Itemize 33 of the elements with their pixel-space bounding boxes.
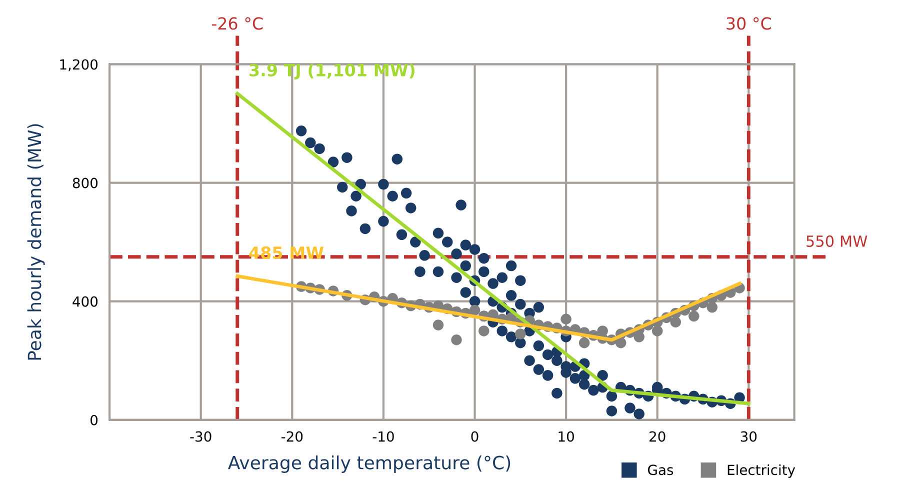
y-tick-label: 0: [90, 414, 98, 426]
legend-label: Electricity: [728, 464, 796, 478]
point: [432, 320, 444, 330]
point: [515, 328, 526, 340]
x-tick-label: 30: [740, 431, 757, 442]
ref-line-label: -26 °C: [212, 17, 263, 30]
y-axis-title: Peak hourly demand (MW): [27, 124, 45, 360]
y-tick-label: 800: [72, 178, 98, 188]
point: [670, 316, 681, 328]
point: [469, 304, 480, 316]
point: [451, 334, 462, 346]
point: [706, 302, 718, 313]
x-tick-label: -20: [281, 431, 303, 442]
x-tick-label: -10: [372, 431, 394, 442]
y-tick-label: 400: [72, 296, 98, 307]
x-tick-label: 10: [558, 431, 574, 442]
ref-line-label: 30 °C: [726, 17, 771, 30]
legend-label: Gas: [648, 464, 674, 476]
x-tick-label: 0: [471, 431, 478, 442]
point: [597, 326, 608, 336]
ref-line-label: 550 MW: [806, 235, 868, 247]
point: [478, 326, 490, 336]
point: [652, 326, 663, 336]
point: [560, 314, 572, 325]
annotation: 3.9 TJ (1,101 MW): [250, 64, 414, 80]
y-tick-label: 1,200: [60, 59, 98, 72]
point: [634, 332, 644, 342]
point: [688, 310, 700, 322]
x-axis-title: Average daily temperature (°C): [228, 455, 510, 473]
x-tick-label: -30: [190, 431, 212, 442]
x-tick-label: 20: [650, 431, 666, 442]
point: [615, 337, 626, 348]
point: [578, 337, 590, 348]
